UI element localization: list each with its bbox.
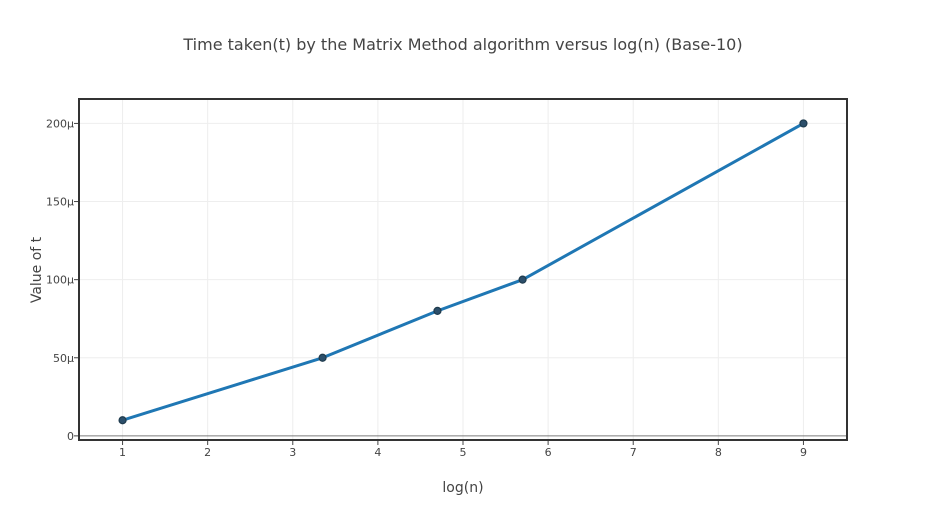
data-point[interactable]	[518, 275, 527, 284]
data-point[interactable]	[318, 353, 327, 362]
axis-ticks: 1 2 3 4 5 6 7 8 9 0 50μ 100μ 150μ 200μ	[46, 117, 807, 459]
x-tick-label: 9	[800, 446, 807, 459]
series-layer	[118, 119, 808, 425]
y-tick-label: 150μ	[46, 196, 74, 209]
data-point[interactable]	[433, 306, 442, 315]
x-tick-label: 6	[545, 446, 552, 459]
x-tick-label: 2	[204, 446, 211, 459]
y-axis-title: Value of t	[29, 236, 45, 303]
data-point[interactable]	[799, 119, 808, 128]
y-tick-label: 50μ	[53, 352, 74, 365]
chart-title: Time taken(t) by the Matrix Method algor…	[182, 35, 742, 54]
data-point[interactable]	[118, 416, 127, 425]
x-tick-label: 1	[119, 446, 126, 459]
x-tick-label: 5	[460, 446, 467, 459]
plot-frame	[78, 98, 848, 441]
y-tick-label: 200μ	[46, 117, 74, 130]
x-axis-title: log(n)	[442, 480, 483, 496]
x-tick-label: 4	[374, 446, 381, 459]
grid-lines	[80, 100, 846, 439]
x-tick-label: 7	[630, 446, 637, 459]
y-tick-label: 100μ	[46, 274, 74, 287]
y-tick-label: 0	[67, 430, 74, 443]
x-tick-label: 3	[289, 446, 296, 459]
x-tick-label: 8	[715, 446, 722, 459]
